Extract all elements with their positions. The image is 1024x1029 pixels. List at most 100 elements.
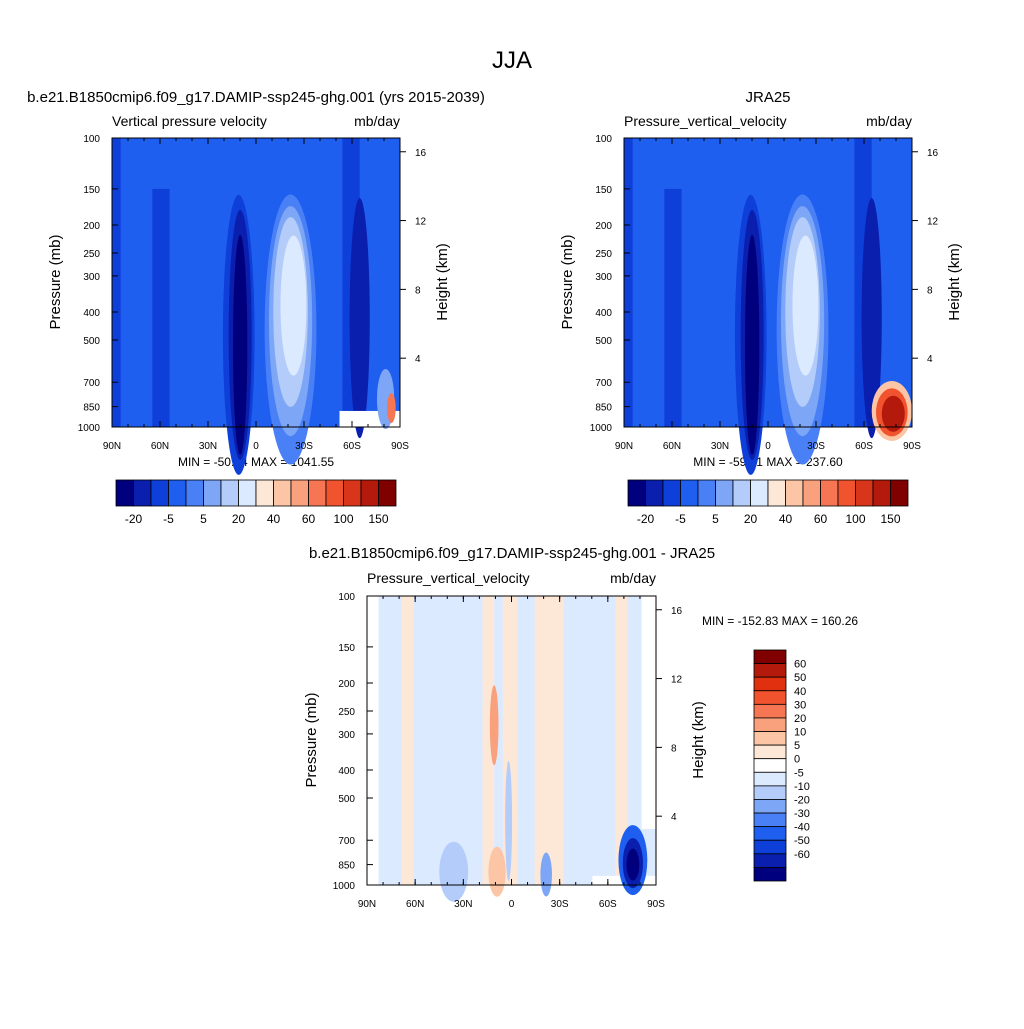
stats-text: MIN = -59.81 MAX = 237.60 — [693, 455, 843, 469]
contour-region — [505, 760, 513, 881]
y-tick-label: 850 — [595, 403, 612, 414]
x-tick-label: 90S — [647, 899, 665, 910]
x-tick-label: 60N — [151, 441, 169, 452]
colorbar-label: 50 — [794, 672, 806, 684]
y-right-tick-label: 12 — [415, 217, 427, 228]
colorbar-swatch — [753, 703, 787, 719]
contour-region — [861, 198, 882, 439]
colorbar-label: -20 — [794, 794, 810, 806]
contour-field — [624, 138, 913, 475]
colorbar-swatch — [820, 479, 839, 507]
y-tick-label: 400 — [83, 308, 100, 319]
y-tick-label: 700 — [338, 836, 355, 847]
contour-region — [488, 846, 506, 897]
colorbar-swatch — [855, 479, 874, 507]
x-tick-label: 60N — [406, 899, 424, 910]
variable-label: Pressure_vertical_velocity — [624, 113, 787, 129]
colorbar-label: -20 — [637, 512, 655, 526]
units-label: mb/day — [866, 113, 912, 129]
y-right-tick-label: 8 — [927, 285, 933, 296]
y-tick-label: 300 — [595, 272, 612, 283]
y-tick-label: 250 — [83, 249, 100, 260]
contour-band — [367, 596, 379, 885]
colorbar-swatch — [115, 479, 134, 507]
colorbar-swatch — [325, 479, 344, 507]
y-tick-label: 100 — [338, 592, 355, 603]
colorbar-swatch — [872, 479, 891, 507]
colorbar-swatch — [753, 771, 787, 787]
colorbar-swatch — [753, 758, 787, 773]
colorbar: -20 -5 5 20 40 60 100 150 — [115, 479, 397, 526]
colorbar-swatch — [343, 479, 362, 507]
y-right-tick-label: 12 — [671, 675, 683, 686]
colorbar-swatch — [662, 479, 681, 507]
colorbar-swatch — [290, 479, 309, 507]
core-minimum — [232, 234, 248, 455]
stats-text: MIN = -152.83 MAX = 160.26 — [702, 614, 858, 628]
colorbar-swatch — [378, 479, 397, 507]
colorbar-swatch — [133, 479, 152, 507]
contour-band — [534, 596, 564, 885]
y-right-tick-label: 16 — [927, 148, 939, 159]
x-tick-label: 90S — [391, 441, 409, 452]
x-tick-label: 90N — [358, 899, 376, 910]
variable-label: Vertical pressure velocity — [112, 113, 267, 129]
colorbar-label: 5 — [200, 512, 207, 526]
panel-difference: b.e21.B1850cmip6.f09_g17.DAMIP-ssp245-gh… — [303, 545, 858, 910]
colorbar-swatch — [203, 479, 222, 507]
panel-title: b.e21.B1850cmip6.f09_g17.DAMIP-ssp245-gh… — [309, 545, 715, 562]
y-tick-label: 1000 — [333, 881, 356, 892]
colorbar-label: 10 — [794, 727, 806, 739]
y-tick-label: 500 — [83, 336, 100, 347]
panel-title: JRA25 — [745, 89, 790, 106]
colorbar-swatch — [168, 479, 187, 507]
y-axis-label: Pressure (mb) — [559, 234, 576, 329]
colorbar-label: 40 — [794, 686, 806, 698]
colorbar-swatch — [753, 785, 787, 800]
core-minimum — [744, 234, 760, 455]
y-tick-label: 100 — [83, 134, 100, 145]
contour-band — [112, 138, 121, 427]
contour-band — [664, 188, 682, 427]
colorbar-swatch — [697, 479, 716, 507]
colorbar-swatch — [753, 690, 787, 705]
colorbar-label: -30 — [794, 808, 810, 820]
x-tick-label: 90N — [615, 441, 633, 452]
contour-field — [367, 596, 656, 902]
colorbar-label: 150 — [368, 512, 388, 526]
colorbar-swatch — [750, 479, 769, 507]
contour-region — [439, 841, 469, 902]
page-title: JJA — [492, 47, 532, 74]
y-tick-label: 850 — [338, 861, 355, 872]
colorbar-label: 0 — [794, 754, 800, 766]
colorbar-swatch — [837, 479, 856, 507]
contour-region — [489, 685, 499, 766]
colorbar-swatch — [680, 479, 699, 507]
x-tick-label: 60S — [599, 899, 617, 910]
colorbar-swatch — [732, 479, 751, 507]
colorbar-swatch — [753, 649, 787, 664]
contour-region — [387, 393, 396, 424]
y-tick-label: 850 — [83, 403, 100, 414]
y-axis-right-label: Height (km) — [690, 701, 707, 779]
y-tick-label: 1000 — [590, 423, 613, 434]
contour-region — [881, 395, 905, 432]
y-axis-right-label: Height (km) — [434, 243, 451, 321]
y-tick-label: 500 — [595, 336, 612, 347]
colorbar-label: 100 — [845, 512, 865, 526]
colorbar: -20 -5 5 20 40 60 100 150 — [627, 479, 909, 526]
contour-region — [280, 235, 307, 376]
colorbar-label: -5 — [794, 767, 804, 779]
y-tick-label: 400 — [595, 308, 612, 319]
colorbar-label: 40 — [267, 512, 281, 526]
y-tick-label: 250 — [338, 707, 355, 718]
colorbar-swatch — [273, 479, 292, 507]
contour-band — [624, 138, 633, 427]
x-tick-label: 30S — [295, 441, 313, 452]
colorbar-swatch — [185, 479, 204, 507]
contour-band — [719, 138, 737, 427]
y-tick-label: 700 — [595, 378, 612, 389]
y-tick-label: 300 — [83, 272, 100, 283]
colorbar-label: 60 — [302, 512, 316, 526]
contour-region — [349, 198, 370, 439]
